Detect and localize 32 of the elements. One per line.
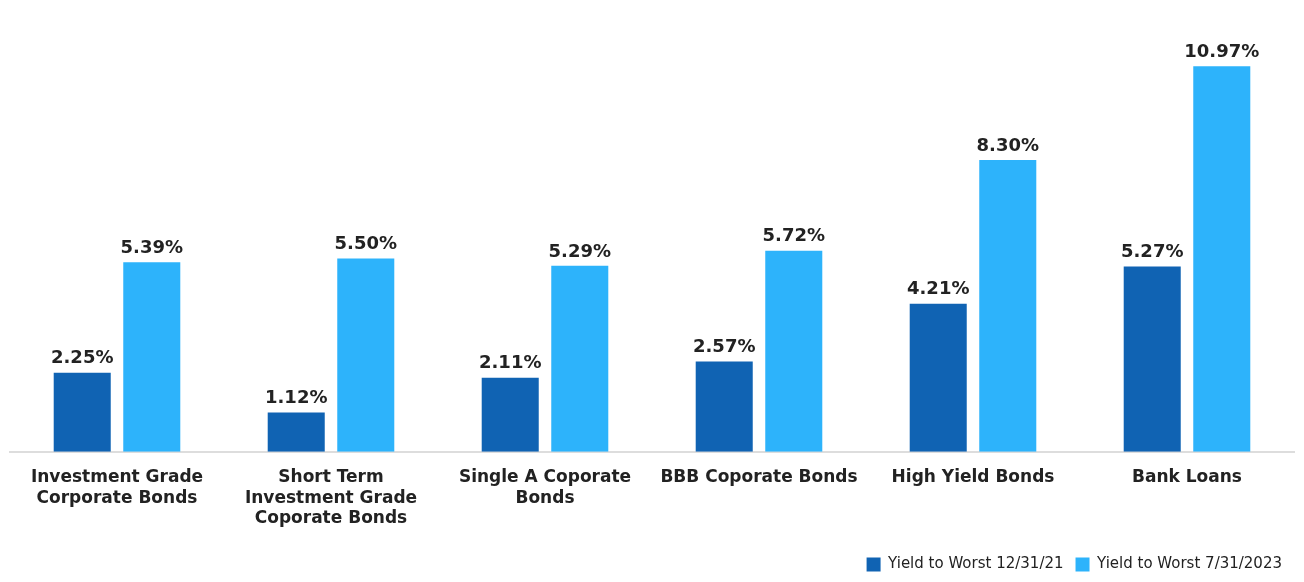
data-label: 10.97%: [1184, 39, 1260, 61]
bar: [123, 262, 181, 452]
bar: [551, 265, 609, 452]
data-label: 5.27%: [1121, 240, 1184, 262]
bar: [267, 412, 325, 452]
bar: [909, 303, 967, 452]
data-label: 8.30%: [976, 133, 1039, 155]
x-tick-label: Single A Coporate Bonds: [458, 466, 632, 507]
bar: [337, 258, 395, 452]
bar: [765, 250, 823, 452]
data-label: 2.57%: [693, 335, 756, 357]
data-label: 5.72%: [762, 224, 825, 246]
bar: [1193, 66, 1251, 452]
bar: [695, 361, 753, 452]
x-tick-label: BBB Coporate Bonds: [660, 466, 858, 487]
legend-label: Yield to Worst 12/31/21: [887, 554, 1064, 573]
x-tick-label: High Yield Bonds: [891, 466, 1055, 487]
bar: [481, 377, 539, 452]
data-label: 5.39%: [120, 236, 183, 258]
data-label: 2.25%: [51, 346, 114, 368]
bar: [979, 160, 1037, 452]
bar: [53, 372, 111, 452]
data-label: 5.50%: [334, 232, 397, 254]
x-tick-label: Bank Loans: [1132, 466, 1242, 487]
data-label: 1.12%: [265, 386, 328, 408]
data-label: 5.29%: [548, 239, 611, 261]
x-tick-label: Investment Grade Corporate Bonds: [30, 466, 204, 507]
data-label: 4.21%: [907, 277, 970, 299]
data-label: 2.11%: [479, 351, 542, 373]
bar: [1123, 266, 1181, 452]
x-tick-label: Short Term Investment Grade Coporate Bonds: [244, 466, 418, 528]
legend-label: Yield to Worst 7/31/2023: [1096, 554, 1282, 573]
